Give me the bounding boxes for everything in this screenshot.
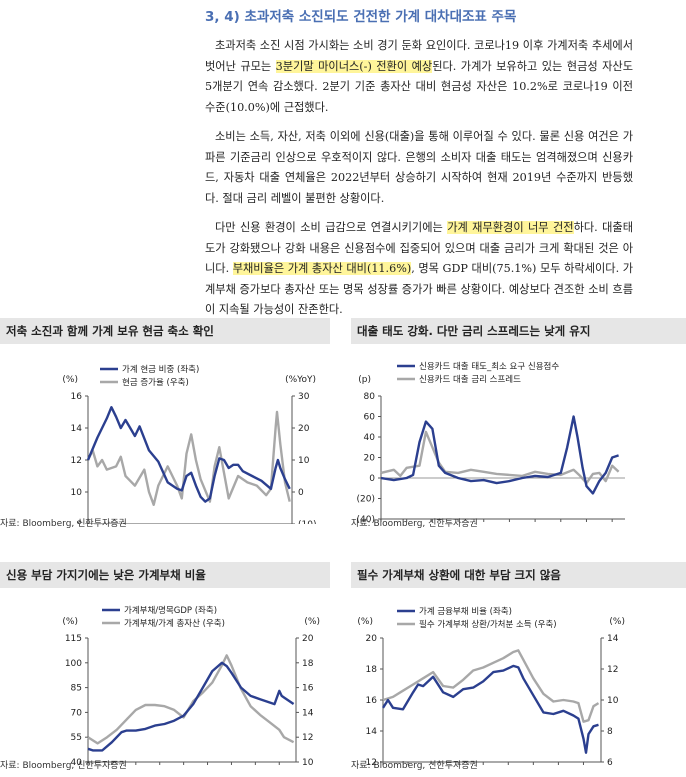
- y-tick-label-left: 16: [366, 696, 378, 706]
- chart-panel-cash: 저축 소진과 함께 가계 보유 현금 축소 확인 810121416(10)01…: [0, 318, 330, 540]
- highlight-text: 가계 재무환경이 너무 건전: [447, 221, 574, 234]
- chart-debt-ratio: 4055708510011510121416182080859095000510…: [62, 605, 320, 777]
- chart-cash-ratio: 810121416(10)0102030808590950005101520(%…: [62, 364, 316, 540]
- highlight-text: 3분기말 마이너스(-) 전환이 예상: [275, 59, 433, 73]
- y-tick-label-right: 30: [298, 392, 310, 402]
- y-tick-label-left: (20): [357, 495, 375, 505]
- unit-left: (%): [62, 617, 78, 627]
- y-tick-label-right: 10: [607, 696, 619, 706]
- y-tick-label-left: 10: [71, 488, 83, 498]
- legend-label: 가계부채/명목GDP (좌축): [124, 605, 217, 616]
- y-tick-label-left: 80: [364, 392, 376, 402]
- text-segment: 초과저축 소진 시점 가시화는 소비 경기 둔화 요인이다. 코로나19 이후 …: [205, 39, 633, 73]
- chart-source-debt-ratio: 자료: Bloomberg, 신한투자증권: [0, 761, 127, 771]
- y-tick-label-left: 100: [65, 659, 82, 669]
- chart-lending-standards: (40)(20)02040608005070911131517192123(p)…: [357, 361, 625, 535]
- chart-title-debt-service: 필수 가계부채 상환에 대한 부담 크지 않음: [351, 562, 686, 588]
- y-tick-label-left: 16: [71, 392, 83, 402]
- y-tick-label-right: 20: [302, 634, 314, 644]
- y-tick-label-left: 70: [71, 708, 83, 718]
- series-line-2: [380, 430, 620, 485]
- y-tick-label-right: 12: [607, 665, 618, 675]
- legend-label: 가계 현금 비중 (좌축): [122, 364, 199, 375]
- chart-panel-debt-service: 필수 가계부채 상환에 대한 부담 크지 않음 12 14 16 18 20 6 8 10 12…: [351, 562, 686, 777]
- y-tick-label-right: 18: [302, 659, 314, 669]
- unit-right: (%): [609, 617, 625, 627]
- y-tick-label-left: 115: [65, 634, 82, 644]
- unit-right: (%YoY): [285, 375, 316, 385]
- series-line-2: [86, 410, 291, 507]
- chart-title-cash: 저축 소진과 함께 가계 보유 현금 축소 확인: [0, 318, 330, 344]
- unit-left: (p): [358, 375, 371, 385]
- y-tick-label-left: 20: [366, 634, 378, 644]
- y-tick-label-right: 20: [298, 424, 310, 434]
- unit-left: (%): [357, 617, 373, 627]
- legend-label: 가계 금융부채 비율 (좌축): [419, 606, 512, 617]
- legend-label: 필수 가계부채 상환/가처분 소득 (우축): [419, 619, 557, 630]
- y-tick-label-left: 18: [366, 665, 378, 675]
- chart-title-debt-ratio: 신용 부담 가지기에는 낮은 가계부채 비율: [0, 562, 330, 588]
- paragraph-1: 초과저축 소진 시점 가시화는 소비 경기 둔화 요인이다. 코로나19 이후 …: [205, 36, 633, 118]
- text-segment: 다만 신용 환경이 소비 급감으로 연결시키기에는: [215, 221, 448, 234]
- y-tick-label-right: 14: [302, 708, 314, 718]
- y-tick-label-left: 40: [364, 433, 376, 443]
- y-tick-label-left: 20: [364, 454, 376, 464]
- y-tick-label-left: 12: [71, 456, 82, 466]
- y-tick-label-right: (10): [298, 520, 316, 524]
- highlight-text: 부채비율은 가계 총자산 대비(11.6%): [232, 262, 412, 275]
- paragraph-3: 다만 신용 환경이 소비 급감으로 연결시키기에는 가계 재무환경이 너무 건전…: [205, 218, 633, 321]
- y-tick-label-left: 40: [71, 758, 83, 768]
- chart-debt-service: 121416182068101214808590950005101520(%)(…: [357, 606, 625, 777]
- text-segment: 하다. 대출태도가 강화됐으나 강화 내용은 신용점수에 집중되어 있으며 대출…: [205, 221, 633, 275]
- y-tick-label-right: 0: [298, 488, 304, 498]
- series-line-1: [380, 415, 619, 495]
- text-segment: 된다. 가계가 보유하고 있는 현금성 자산도 5개분기 연속 감소했다. 2분…: [205, 59, 633, 114]
- unit-right: (%): [304, 617, 320, 627]
- chart-source-cash: 자료: Bloomberg, 신한투자증권: [0, 519, 127, 529]
- y-tick-label-right: 12: [302, 733, 313, 743]
- y-tick-label-right: 10: [298, 456, 310, 466]
- series-line-1: [87, 661, 295, 752]
- y-tick-label-left: 55: [71, 733, 82, 743]
- unit-left: (%): [62, 375, 78, 385]
- paragraph-2: 소비는 소득, 자산, 저축 이외에 신용(대출)을 통해 이루어질 수 있다.…: [205, 127, 633, 209]
- legend-label: 가계부채/가계 총자산 (우축): [124, 618, 225, 629]
- legend-label: 신용카드 대출 금리 스프레드: [419, 374, 521, 385]
- section-title: 3, 4) 초과저축 소진되도 건전한 가계 대차대조표 주목: [205, 9, 517, 25]
- y-tick-label-right: 6: [607, 758, 613, 768]
- y-tick-label-left: 60: [364, 413, 376, 423]
- text-segment: , 명목 GDP 대비(75.1%) 모두 하락세이다. 가계부채 증가보다 총…: [205, 262, 634, 316]
- legend-label: 현금 증가율 (우축): [122, 378, 189, 388]
- chart-panel-debt-ratio: 신용 부담 가지기에는 낮은 가계부채 비율 40 55 70 85 100 115 10 1…: [0, 562, 330, 777]
- series-line-1: [86, 406, 291, 503]
- series-line-2: [87, 654, 295, 745]
- chart-title-lending: 대출 태도 강화. 다만 금리 스프레드는 낮게 유지: [351, 318, 686, 344]
- y-tick-label-left: (40): [357, 515, 375, 524]
- chart-source-lending: 자료: Bloomberg, 신한투자증권: [351, 519, 478, 529]
- y-tick-label-left: 14: [71, 424, 83, 434]
- y-tick-label-right: 14: [607, 634, 619, 644]
- series-line-1: [381, 664, 599, 754]
- legend-label: 신용카드 대출 태도_최소 요구 신용점수: [419, 361, 559, 372]
- series-line-2: [382, 649, 600, 723]
- y-tick-label-right: 16: [302, 684, 314, 694]
- y-tick-label-right: 10: [302, 758, 314, 768]
- y-tick-label-left: 14: [366, 727, 378, 737]
- text-segment: 소비는 소득, 자산, 저축 이외에 신용(대출)을 통해 이루어질 수 있다.…: [205, 130, 633, 205]
- y-tick-label-right: 8: [607, 727, 613, 737]
- body-text: 초과저축 소진 시점 가시화는 소비 경기 둔화 요인이다. 코로나19 이후 …: [205, 36, 633, 330]
- y-tick-label-left: 85: [71, 684, 82, 694]
- y-tick-label-left: 0: [369, 474, 375, 484]
- y-tick-label-left: 12: [366, 758, 377, 768]
- chart-source-debt-service: 자료: Bloomberg, 신한투자증권: [351, 761, 478, 771]
- chart-panel-lending: 대출 태도 강화. 다만 금리 스프레드는 낮게 유지 (40) (20) 0 20 4…: [351, 318, 686, 535]
